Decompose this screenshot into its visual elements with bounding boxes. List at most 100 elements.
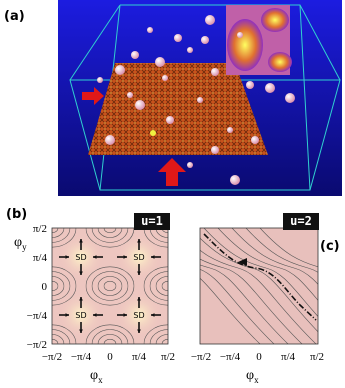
- fixed-point-label: SD: [75, 253, 86, 262]
- x-tick-label: −π/2: [191, 351, 211, 363]
- stream-line: [217, 228, 318, 301]
- stream-line: [46, 281, 58, 291]
- arrow: [158, 158, 186, 186]
- particle: [135, 100, 145, 110]
- stream-line: [150, 272, 186, 301]
- badge-text: u=2: [290, 214, 312, 228]
- x-axis-label: φx: [246, 368, 259, 385]
- particle: [237, 32, 243, 38]
- y-tick-label: π/4: [33, 252, 48, 264]
- particles: [97, 15, 295, 185]
- arrow-head: [137, 239, 141, 243]
- particle: [211, 146, 219, 154]
- arrow-head: [137, 271, 141, 275]
- arrow-head: [65, 313, 69, 317]
- x-tick-label: −π/4: [220, 351, 241, 363]
- subscript: x: [98, 375, 103, 385]
- arrow-head: [79, 329, 83, 333]
- arrow-head: [137, 297, 141, 301]
- arrow-head: [123, 255, 127, 259]
- fixed-point-label: SD: [133, 311, 144, 320]
- arrow-head: [137, 329, 141, 333]
- stream-line: [200, 269, 275, 344]
- stream-line: [92, 272, 128, 301]
- stream-line: [200, 249, 317, 344]
- x-tick-label: 0: [256, 351, 262, 363]
- panel-label: (a): [4, 9, 25, 24]
- badge-text: u=1: [141, 214, 163, 228]
- stream-line: [144, 267, 192, 305]
- fixed-point-label: SD: [133, 253, 144, 262]
- stream-line: [34, 272, 70, 301]
- stream-line: [40, 276, 64, 295]
- stream-line: [28, 267, 76, 305]
- y-tick-label: 0: [42, 281, 48, 293]
- arrow-head: [79, 271, 83, 275]
- inset-map: [226, 5, 292, 75]
- x-tick-label: 0: [107, 351, 113, 363]
- arrow-head: [151, 255, 155, 259]
- particle: [201, 36, 209, 44]
- stream-line: [104, 223, 116, 233]
- arrow: [82, 87, 104, 105]
- stream-line: [200, 264, 289, 344]
- y-tick-label: −π/4: [27, 310, 48, 322]
- subscript: x: [254, 375, 259, 385]
- particle: [115, 65, 125, 75]
- symbol: φ: [246, 368, 254, 383]
- stream-line: [92, 330, 128, 359]
- panel-label: (b): [6, 207, 27, 222]
- particle: [187, 47, 193, 53]
- particle: [97, 77, 103, 83]
- saddle-glow: [117, 235, 161, 279]
- fixed-point-label: SD: [75, 311, 86, 320]
- saddle-glow: [59, 235, 103, 279]
- particle: [155, 57, 165, 67]
- stream-line: [104, 281, 116, 291]
- particle: [227, 127, 233, 133]
- stream-line: [259, 228, 318, 268]
- particle: [251, 136, 259, 144]
- stream-line: [104, 339, 116, 349]
- stream-line: [203, 228, 318, 318]
- arrow-head: [79, 297, 83, 301]
- y-tick-label: −π/2: [27, 339, 47, 351]
- particle: [285, 93, 295, 103]
- x-tick-label: −π/2: [42, 351, 62, 363]
- symbol: φ: [90, 368, 98, 383]
- particle: [230, 175, 240, 185]
- stream-line: [98, 218, 122, 237]
- subscript: y: [22, 242, 27, 252]
- badge: [283, 213, 319, 230]
- particle: [166, 116, 174, 124]
- highlight: [150, 130, 156, 136]
- particle: [187, 162, 193, 168]
- stream-line: [200, 258, 303, 344]
- particle: [205, 15, 215, 25]
- particle: [131, 51, 139, 59]
- particle: [197, 97, 203, 103]
- saddle-glow: [59, 293, 103, 337]
- stream-line: [162, 281, 174, 291]
- stream-line: [86, 267, 134, 305]
- y-axis-label: φy: [14, 235, 27, 252]
- particle: [147, 27, 153, 33]
- panel-label: (c): [320, 239, 340, 254]
- arrow-head: [93, 313, 97, 317]
- stream-line: [98, 276, 122, 295]
- stream-line: [156, 276, 180, 295]
- particle: [105, 135, 115, 145]
- x-axis-label: φx: [90, 368, 103, 385]
- lattice-plane: [88, 63, 268, 155]
- x-tick-label: π/2: [310, 351, 324, 363]
- x-tick-label: π/2: [161, 351, 175, 363]
- symbol: φ: [14, 235, 22, 250]
- arrow-head: [79, 239, 83, 243]
- particle: [246, 81, 254, 89]
- arrow-head: [93, 255, 97, 259]
- x-tick-label: π/4: [281, 351, 296, 363]
- x-tick-label: π/4: [132, 351, 147, 363]
- badge: [134, 213, 170, 230]
- stream-line: [231, 228, 318, 285]
